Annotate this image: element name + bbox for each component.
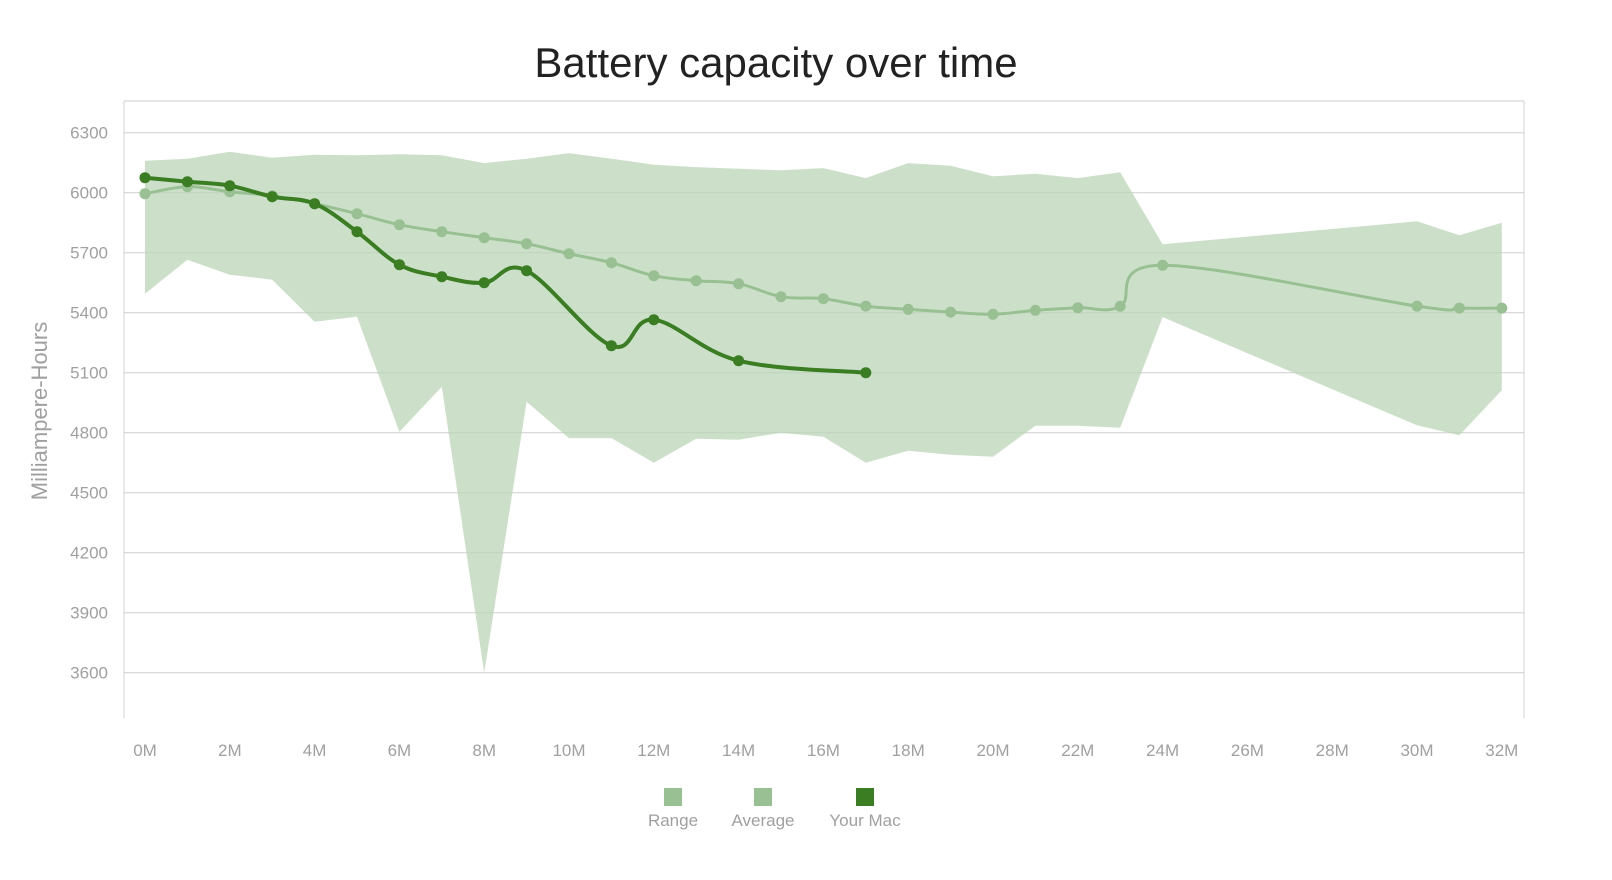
y-tick-label: 4800 xyxy=(70,424,108,443)
x-tick-label: 18M xyxy=(892,741,925,760)
y-tick-label: 6300 xyxy=(70,124,108,143)
x-tick-label: 28M xyxy=(1316,741,1349,760)
x-tick-label: 2M xyxy=(218,741,242,760)
y-axis-title: Milliampere-Hours xyxy=(27,322,52,500)
your-mac-point[interactable] xyxy=(648,314,660,326)
average-point[interactable] xyxy=(690,275,702,287)
x-tick-label: 32M xyxy=(1485,741,1518,760)
average-point[interactable] xyxy=(351,208,363,220)
average-point[interactable] xyxy=(139,188,151,200)
x-tick-label: 14M xyxy=(722,741,755,760)
legend-label: Average xyxy=(731,811,794,830)
your-mac-point[interactable] xyxy=(521,265,533,277)
average-point[interactable] xyxy=(648,270,660,282)
y-tick-label: 4200 xyxy=(70,544,108,563)
average-point[interactable] xyxy=(860,300,872,312)
x-tick-label: 4M xyxy=(303,741,327,760)
average-point[interactable] xyxy=(902,303,914,315)
x-tick-label: 8M xyxy=(472,741,496,760)
average-series xyxy=(139,181,1508,320)
average-point[interactable] xyxy=(1114,300,1126,312)
legend: Range Average Your Mac xyxy=(648,788,901,830)
legend-swatch xyxy=(754,788,772,806)
x-tick-label: 12M xyxy=(637,741,670,760)
average-point[interactable] xyxy=(1496,302,1508,314)
x-tick-label: 20M xyxy=(976,741,1009,760)
average-point[interactable] xyxy=(775,291,787,303)
your-mac-point[interactable] xyxy=(436,271,448,283)
your-mac-point[interactable] xyxy=(351,226,363,238)
x-tick-label: 10M xyxy=(552,741,585,760)
legend-swatch xyxy=(664,788,682,806)
average-point[interactable] xyxy=(1411,300,1423,312)
x-tick-label: 22M xyxy=(1061,741,1094,760)
average-point[interactable] xyxy=(436,226,448,238)
your-mac-point[interactable] xyxy=(605,340,617,352)
x-tick-label: 26M xyxy=(1231,741,1264,760)
average-point[interactable] xyxy=(521,238,533,250)
plot-frame xyxy=(123,100,1525,718)
y-axis-ticks: 6300 6000 5700 5400 5100 4800 4500 4200 3900 3600 xyxy=(70,124,108,683)
average-point[interactable] xyxy=(1157,259,1169,271)
average-point[interactable] xyxy=(817,293,829,305)
x-axis-ticks: 0M 2M 4M 6M 8M 10M 12M 14M 16M 18M 20M 22M 24M 26M 28M… xyxy=(133,741,1518,760)
your-mac-point[interactable] xyxy=(309,198,321,210)
y-tick-label: 5400 xyxy=(70,304,108,323)
your-mac-point[interactable] xyxy=(393,259,405,271)
your-mac-point[interactable] xyxy=(733,355,745,367)
average-point[interactable] xyxy=(478,232,490,244)
x-tick-label: 0M xyxy=(133,741,157,760)
chart-title: Battery capacity over time xyxy=(534,39,1017,86)
x-tick-label: 6M xyxy=(388,741,412,760)
y-tick-label: 4500 xyxy=(70,484,108,503)
x-tick-label: 24M xyxy=(1146,741,1179,760)
average-point[interactable] xyxy=(393,219,405,231)
average-point[interactable] xyxy=(945,306,957,318)
y-tick-label: 3600 xyxy=(70,664,108,683)
y-tick-label: 5700 xyxy=(70,244,108,263)
legend-swatch xyxy=(856,788,874,806)
your-mac-point[interactable] xyxy=(860,367,872,379)
range-area xyxy=(145,151,1502,673)
average-point[interactable] xyxy=(563,248,575,260)
x-tick-label: 30M xyxy=(1400,741,1433,760)
your-mac-point[interactable] xyxy=(181,176,193,188)
average-point[interactable] xyxy=(1072,302,1084,314)
your-mac-point[interactable] xyxy=(224,180,236,192)
average-line xyxy=(143,185,1504,316)
y-tick-label: 6000 xyxy=(70,184,108,203)
y-tick-label: 5100 xyxy=(70,364,108,383)
legend-item-range[interactable]: Range xyxy=(648,788,698,830)
legend-label: Your Mac xyxy=(829,811,901,830)
average-point[interactable] xyxy=(987,308,999,320)
legend-item-your-mac[interactable]: Your Mac xyxy=(829,788,901,830)
x-tick-label: 16M xyxy=(807,741,840,760)
legend-label: Range xyxy=(648,811,698,830)
legend-item-average[interactable]: Average xyxy=(731,788,795,830)
average-point[interactable] xyxy=(1453,302,1465,314)
average-point[interactable] xyxy=(605,257,617,269)
y-tick-label: 3900 xyxy=(70,604,108,623)
your-mac-point[interactable] xyxy=(139,172,151,184)
average-point[interactable] xyxy=(733,278,745,290)
average-point[interactable] xyxy=(1029,304,1041,316)
your-mac-point[interactable] xyxy=(266,191,278,203)
your-mac-series xyxy=(139,172,872,379)
your-mac-point[interactable] xyxy=(478,277,490,289)
